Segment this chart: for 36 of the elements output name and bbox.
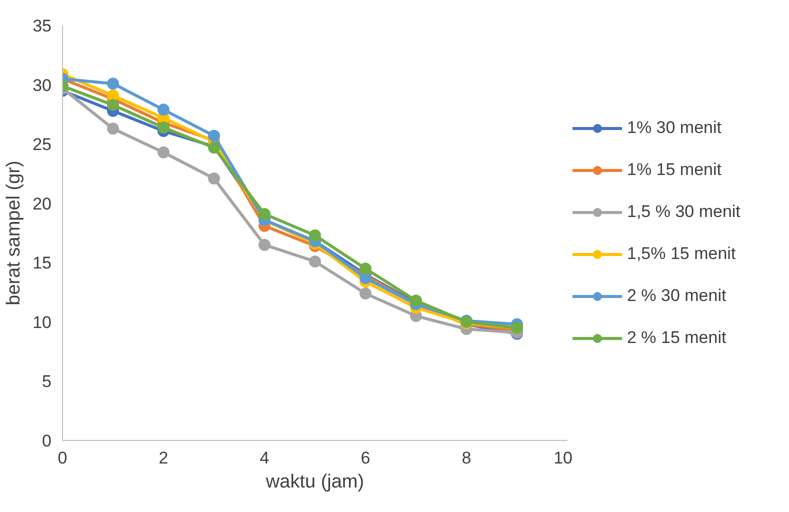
y-tick-label: 30 <box>32 76 52 95</box>
point <box>258 208 270 220</box>
x-tick-label: 0 <box>58 448 68 468</box>
y-tick-label: 0 <box>42 432 52 450</box>
legend-label: 2 % 30 menit <box>627 286 726 306</box>
point <box>309 229 321 242</box>
point <box>107 122 119 135</box>
point <box>107 78 119 90</box>
point <box>158 146 170 158</box>
point <box>158 121 170 134</box>
legend-label: 2 % 15 menit <box>627 328 726 348</box>
legend-label: 1% 15 menit <box>627 160 722 180</box>
point <box>158 104 170 116</box>
y-tick-label: 20 <box>32 194 52 214</box>
point <box>309 255 321 268</box>
legend-label: 1,5 % 30 menit <box>627 202 740 222</box>
point <box>107 98 119 111</box>
x-axis-title: waktu (jam) <box>264 472 364 492</box>
y-axis-title: berat sampel (gr) <box>4 160 25 306</box>
x-tick-label: 8 <box>462 448 472 468</box>
point <box>360 287 372 300</box>
point <box>208 172 220 184</box>
point <box>258 238 270 251</box>
point <box>360 262 372 275</box>
x-tick-label: 4 <box>260 448 270 468</box>
y-tick-label: 35 <box>32 16 52 36</box>
x-tick-label: 2 <box>158 448 168 468</box>
legend-label: 1% 30 menit <box>627 118 722 138</box>
point <box>208 130 220 142</box>
legend-label: 1,5% 15 menit <box>627 244 736 264</box>
y-tick-label: 15 <box>32 254 52 273</box>
x-tick-label: 10 <box>554 448 573 468</box>
x-tick-label: 6 <box>360 448 370 468</box>
y-tick-label: 5 <box>42 372 52 392</box>
y-tick-label: 10 <box>32 312 52 332</box>
y-tick-label: 25 <box>32 135 52 154</box>
